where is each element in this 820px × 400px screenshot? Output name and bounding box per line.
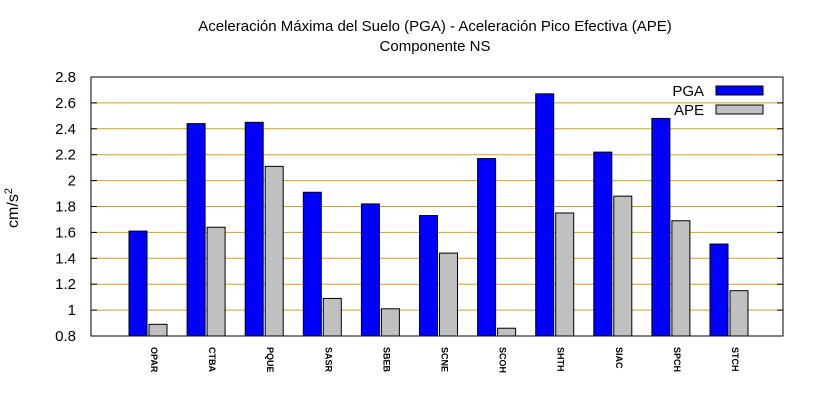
x-tick-label: CTBA [207,347,217,372]
chart-title: Aceleración Máxima del Suelo (PGA) - Ace… [198,18,672,35]
y-axis-ticks: 0.8 1 1.2 1.4 1.6 1.8 2 2.2 2.4 2.6 2.8 [55,69,783,345]
bar-ape-sbeb [380,308,400,337]
y-tick-label: 1.2 [55,276,76,293]
x-tick-label: PQUE [265,347,275,373]
bar-ape-pque [264,165,284,337]
bar-pga-stch [709,243,729,337]
x-tick-label: SBEB [381,347,391,373]
y-tick-label: 1.6 [55,224,76,241]
bar-ape-shth [555,212,575,337]
y-tick-label: 2.8 [55,69,76,86]
y-tick-label: 2.4 [55,121,76,138]
legend-label: PGA [672,83,704,100]
legend-swatch-ape [715,104,764,115]
legend-label: APE [674,102,704,119]
y-axis-label-text: cm/s [5,194,22,228]
y-tick-label: 2 [68,173,76,190]
bar-ape-scne [439,252,458,337]
x-tick-label: SASR [323,347,333,373]
x-tick-label: SPCH [672,347,682,372]
legend: PGA APE [672,83,764,119]
bar-pga-pque [244,121,264,337]
bar-ape-sasr [322,297,342,337]
bar-pga-opar [128,230,148,337]
bar-pga-shth [535,93,555,337]
x-tick-label: OPAR [149,347,159,373]
bar-pga-scne [419,215,438,337]
y-tick-label: 2.6 [55,95,76,112]
plot-frame [90,76,784,337]
x-tick-label: STCH [730,347,740,372]
bar-ape-siac [613,195,633,337]
bar-ape-opar [148,323,168,337]
x-axis-ticks: OPAR CTBA PQUE SASR SBEB SCNE SCOH SHTH SIAC SPCH… [149,347,740,373]
y-tick-label: 1.8 [55,199,76,216]
bar-ape-spch [671,220,691,337]
chart-subtitle: Componente NS [380,38,491,55]
bar-ape-stch [729,290,749,337]
y-tick-label: 0.8 [55,328,76,345]
bar-ape-scoh [497,327,517,337]
bar-ape-ctba [206,226,226,337]
bar-pga-ctba [186,123,206,337]
y-tick-label: 2.2 [55,147,76,164]
bar-pga-sasr [302,191,322,337]
legend-swatch-pga [715,85,764,96]
bars [128,93,749,337]
bar-pga-spch [651,117,671,337]
bar-pga-scoh [477,158,497,337]
y-axis-label: cm/s2 [3,188,22,228]
y-axis-label-superscript: 2 [3,188,15,194]
y-tick-label: 1.4 [55,250,76,267]
bar-pga-siac [593,151,613,337]
x-tick-label: SCNE [440,347,450,372]
bar-pga-sbeb [360,203,380,337]
x-tick-label: SIAC [614,347,624,369]
gridlines [91,102,783,311]
y-tick-label: 1 [68,302,76,319]
x-tick-label: SHTH [556,347,566,372]
x-tick-label: SCOH [498,347,508,373]
